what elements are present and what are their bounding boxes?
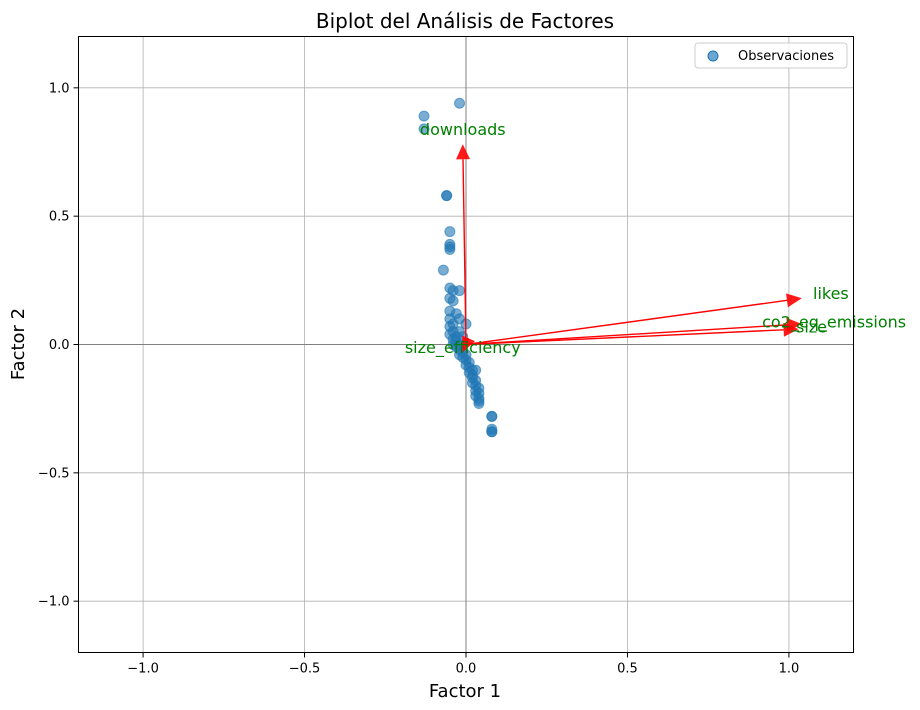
legend-box [694, 42, 848, 69]
loading-arrowhead-likes [786, 293, 802, 308]
observation-point [486, 410, 498, 422]
loading-arrow-likes [465, 299, 788, 346]
y-tick-label: −1.0 [38, 595, 70, 610]
axis-ticks: −1.0 −0.5 0.0 0.5 1.0 −1.0 −0.5 0.0 0.5 1.0 [38, 81, 799, 676]
y-axis-label: Factor 2 [8, 308, 29, 380]
observation-point [444, 226, 456, 238]
observation-point [473, 398, 485, 410]
loading-arrowhead-size_efficiency [462, 335, 476, 353]
observation-point [418, 123, 430, 135]
observation-point [486, 426, 498, 438]
loading-label-size_efficiency: size_efficiency [405, 338, 521, 358]
legend-marker [707, 50, 719, 62]
observation-points [418, 97, 498, 438]
loading-arrows [456, 144, 802, 353]
loading-label-size: size [796, 318, 827, 337]
observation-point [454, 285, 466, 297]
loading-arrowhead-size [783, 322, 799, 337]
x-axis-label: Factor 1 [429, 681, 501, 702]
loading-arrow-co2_eq_emissions [465, 324, 787, 346]
observation-point [437, 264, 449, 276]
loading-arrow-size [465, 329, 784, 346]
loading-arrow-downloads [462, 159, 467, 345]
x-tick-label: 1.0 [779, 662, 800, 677]
x-tick-label: 0.0 [456, 662, 477, 677]
observation-point [418, 110, 430, 122]
x-tick-label: 0.5 [617, 662, 638, 677]
x-tick-label: −0.5 [289, 662, 321, 677]
chart-title: Biplot del Análisis de Factores [316, 9, 614, 33]
observation-point [447, 295, 459, 307]
y-tick-label: 0.5 [49, 210, 70, 225]
x-tick-label: −1.0 [127, 662, 159, 677]
loading-label-co2_eq_emissions: co2_eq_emissions [762, 312, 906, 332]
loading-label-downloads: downloads [420, 120, 506, 139]
legend-label: Observaciones [738, 49, 834, 64]
legend: Observaciones [694, 42, 848, 69]
y-tick-label: 1.0 [49, 81, 70, 96]
observation-point [454, 97, 466, 109]
observation-point [444, 244, 456, 256]
loading-arrowhead-downloads [456, 144, 471, 160]
loading-label-likes: likes [813, 284, 849, 303]
observation-point [441, 190, 453, 202]
y-tick-label: −0.5 [38, 466, 70, 481]
y-tick-label: 0.0 [49, 338, 70, 353]
